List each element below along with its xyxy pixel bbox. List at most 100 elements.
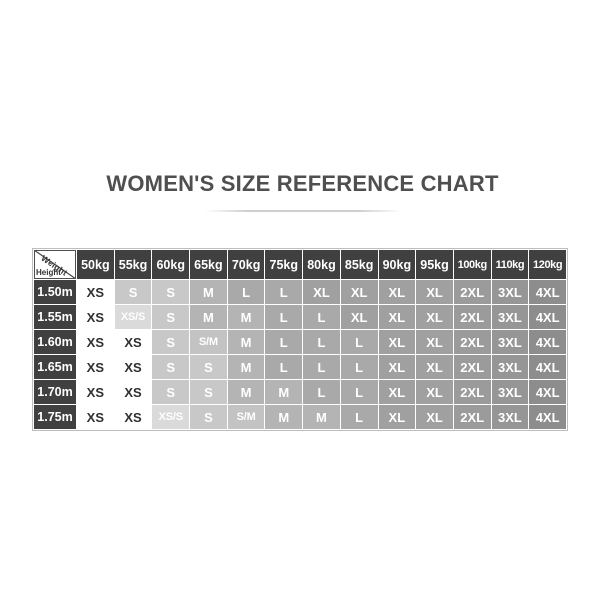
height-label-cell: 1.75m	[34, 405, 76, 429]
size-cell: 3XL	[491, 355, 529, 379]
size-cell: XS	[77, 280, 114, 304]
size-cell: XL	[416, 305, 453, 329]
size-cell: XS	[114, 355, 152, 379]
table-row: 1.70m XS XS S S M M L L XL XL 2XL 3XL 4XL	[34, 380, 566, 404]
size-cell: 3XL	[491, 405, 529, 429]
size-cell: XL	[378, 405, 416, 429]
size-cell: L	[227, 280, 265, 304]
size-cell: XS/S	[114, 305, 152, 329]
size-cell: L	[340, 330, 378, 354]
table-row: 1.50m XS S S M L L XL XL XL XL 2XL 3XL 4XL	[34, 280, 566, 304]
size-cell: 2XL	[453, 280, 491, 304]
size-cell: M	[227, 355, 265, 379]
page-title: WOMEN'S SIZE REFERENCE CHART	[106, 171, 499, 196]
size-cell: M	[227, 330, 265, 354]
size-cell: S	[152, 280, 190, 304]
height-label-cell: 1.70m	[34, 380, 76, 404]
size-cell: 4XL	[529, 355, 566, 379]
height-label-cell: 1.65m	[34, 355, 76, 379]
size-cell: XL	[416, 330, 453, 354]
table-row: 1.75m XS XS XS/S S S/M M M L XL XL 2XL 3XL 4XL	[34, 405, 566, 429]
size-cell: L	[303, 380, 340, 404]
size-cell: XL	[340, 305, 378, 329]
size-cell: 2XL	[453, 330, 491, 354]
size-cell: S	[190, 355, 227, 379]
size-cell: L	[340, 355, 378, 379]
size-cell: XS	[77, 330, 114, 354]
size-cell: S	[152, 380, 190, 404]
size-cell: M	[227, 380, 265, 404]
size-cell: L	[265, 330, 303, 354]
size-cell: XL	[378, 380, 416, 404]
size-cell: L	[265, 355, 303, 379]
size-cell: 2XL	[453, 305, 491, 329]
size-cell: XL	[378, 330, 416, 354]
size-cell: XL	[340, 280, 378, 304]
size-cell: M	[303, 405, 340, 429]
size-cell: L	[265, 280, 303, 304]
height-label-cell: 1.55m	[34, 305, 76, 329]
size-cell: M	[265, 380, 303, 404]
size-cell: S/M	[190, 330, 227, 354]
table-row: 1.60m XS XS S S/M M L L L XL XL 2XL 3XL 4XL	[34, 330, 566, 354]
corner-height-label: Height	[36, 268, 61, 277]
weight-header-cell: 90kg	[378, 250, 416, 279]
size-cell: XL	[416, 280, 453, 304]
size-cell: 4XL	[529, 405, 566, 429]
size-cell: 3XL	[491, 305, 529, 329]
size-cell: 4XL	[529, 305, 566, 329]
size-cell: M	[190, 305, 227, 329]
size-cell: XS	[114, 405, 152, 429]
size-cell: XL	[378, 280, 416, 304]
size-cell: L	[340, 405, 378, 429]
size-cell: 2XL	[453, 380, 491, 404]
size-cell: 4XL	[529, 280, 566, 304]
title-divider	[204, 210, 402, 212]
size-cell: XL	[378, 355, 416, 379]
weight-header-cell: 75kg	[265, 250, 303, 279]
weight-header-cell: 50kg	[77, 250, 114, 279]
weight-header-cell: 60kg	[152, 250, 190, 279]
size-cell: L	[340, 380, 378, 404]
size-cell: 2XL	[453, 355, 491, 379]
size-cell: XS	[77, 380, 114, 404]
size-cell: 3XL	[491, 280, 529, 304]
height-label-cell: 1.60m	[34, 330, 76, 354]
table-row: 1.55m XS XS/S S M M L L XL XL XL 2XL 3XL 4XL	[34, 305, 566, 329]
weight-header-cell: 65kg	[190, 250, 227, 279]
size-cell: XL	[416, 405, 453, 429]
size-cell: S	[114, 280, 152, 304]
size-cell: XL	[378, 305, 416, 329]
table-row: 1.65m XS XS S S M L L L XL XL 2XL 3XL 4XL	[34, 355, 566, 379]
corner-cell: Weight Height	[34, 250, 76, 279]
size-cell: XS	[77, 355, 114, 379]
weight-header-cell: 100kg	[453, 250, 491, 279]
weight-header-cell: 95kg	[416, 250, 453, 279]
size-cell: S	[190, 405, 227, 429]
size-cell: S/M	[227, 405, 265, 429]
size-cell: XS	[114, 330, 152, 354]
weight-header-cell: 120kg	[529, 250, 566, 279]
size-cell: M	[227, 305, 265, 329]
weight-header-cell: 70kg	[227, 250, 265, 279]
size-cell: L	[303, 330, 340, 354]
size-cell: XL	[416, 355, 453, 379]
weight-header-cell: 110kg	[491, 250, 529, 279]
size-cell: M	[190, 280, 227, 304]
height-label-cell: 1.50m	[34, 280, 76, 304]
size-cell: XS	[77, 405, 114, 429]
size-cell: XS	[114, 380, 152, 404]
size-cell: L	[303, 355, 340, 379]
size-cell: XL	[416, 380, 453, 404]
size-cell: 3XL	[491, 330, 529, 354]
weight-header-cell: 85kg	[340, 250, 378, 279]
size-cell: XS/S	[152, 405, 190, 429]
size-cell: 2XL	[453, 405, 491, 429]
size-cell: M	[265, 405, 303, 429]
size-cell: 3XL	[491, 380, 529, 404]
size-cell: S	[152, 355, 190, 379]
size-cell: XL	[303, 280, 340, 304]
weight-header-cell: 55kg	[114, 250, 152, 279]
diagonal-line-icon	[34, 250, 76, 279]
size-cell: XS	[77, 305, 114, 329]
